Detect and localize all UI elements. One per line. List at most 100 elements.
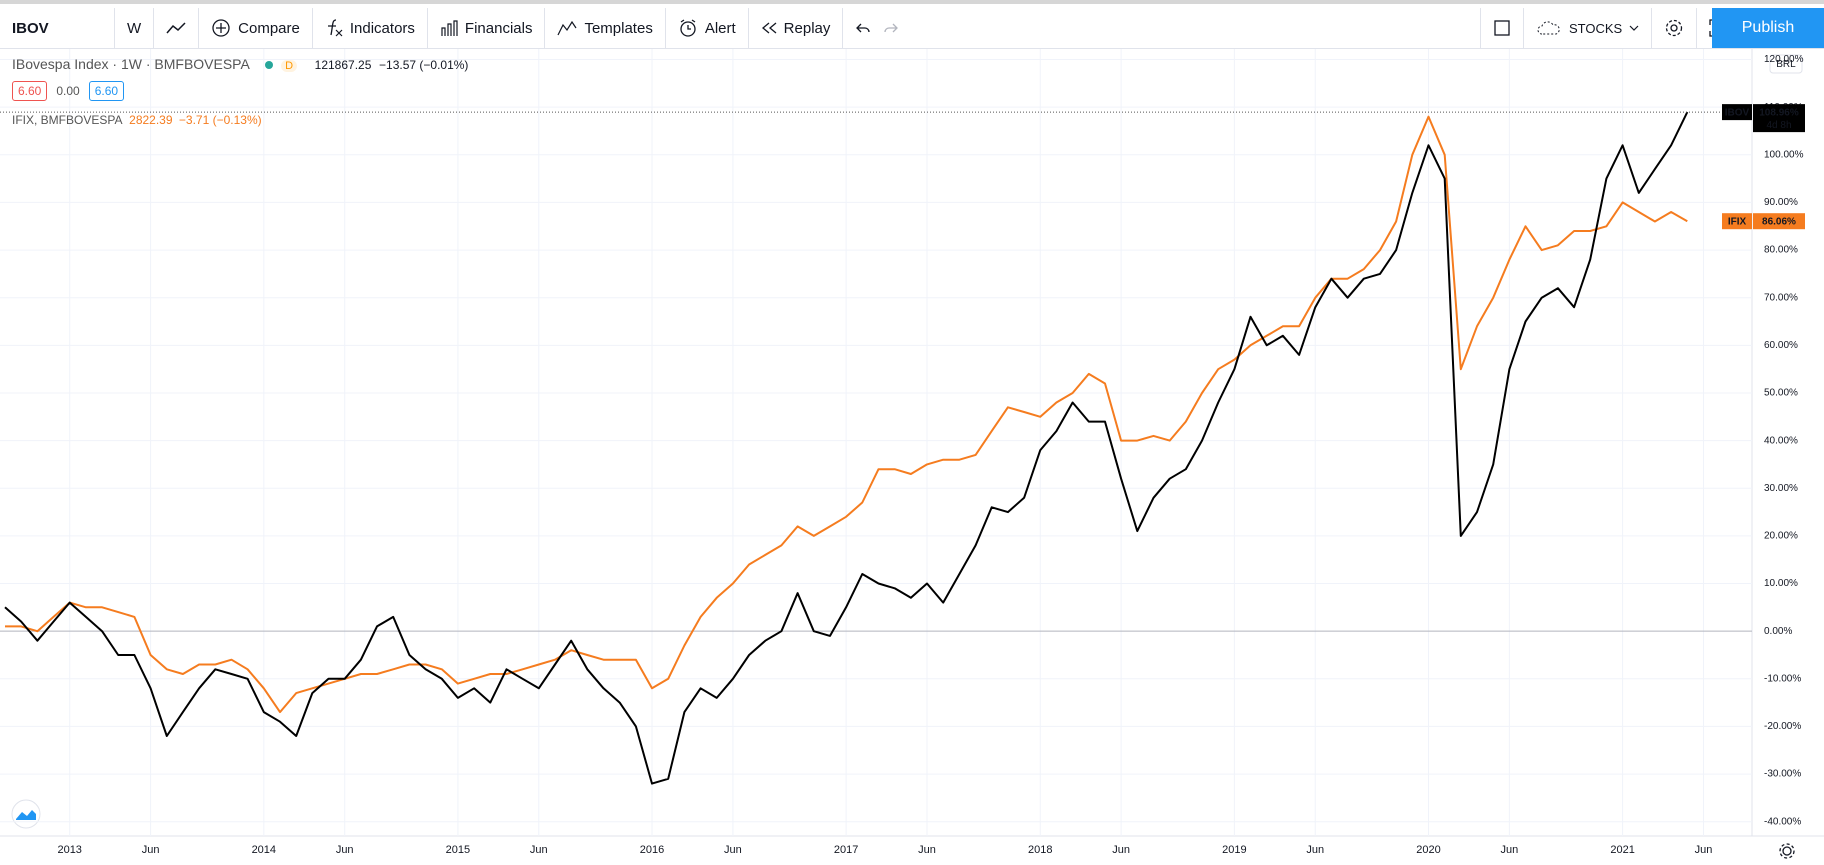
chart: BRL 2013 Jun 2014 Jun 2015 Jun 2016 Jun 2017 Jun 2… <box>0 49 1824 859</box>
series-name-tag-label: IBOV <box>1725 107 1750 118</box>
y-tick-label: 90.00% <box>1764 197 1798 208</box>
alarm-icon <box>680 19 696 37</box>
x-tick-label: 2019 <box>1222 844 1246 856</box>
series-name-tag-label: IFIX <box>1728 216 1747 227</box>
price-tag-label: 86.06% <box>1762 216 1796 227</box>
x-tick-label: Jun <box>336 844 354 856</box>
undo-redo-icon <box>856 23 899 33</box>
indicators-button[interactable]: Indicators <box>313 8 428 48</box>
y-tick-label: -40.00% <box>1764 816 1801 827</box>
sell-button[interactable]: 6.60 <box>12 81 48 101</box>
y-tick-label: 50.00% <box>1764 388 1798 399</box>
symbol-search[interactable]: IBOV <box>0 8 115 48</box>
replay-button[interactable]: Replay <box>749 8 844 48</box>
compare-series-name: IFIX, BMFBOVESPA <box>12 113 122 127</box>
cloud-icon <box>1537 21 1560 35</box>
compare-button[interactable]: Compare <box>199 8 313 48</box>
x-tick-label: Jun <box>918 844 936 856</box>
logo-mark <box>16 810 36 820</box>
x-tick-label: 2013 <box>57 844 81 856</box>
y-tick-label: 40.00% <box>1764 435 1798 446</box>
x-tick-label: 2015 <box>446 844 470 856</box>
chevron-icon <box>1629 25 1639 31</box>
replay-label: Replay <box>783 19 831 37</box>
series-name-tag <box>1722 213 1752 230</box>
x-tick-label: 2014 <box>252 844 276 856</box>
x-tick-label: Jun <box>142 844 160 856</box>
main-legend: IBovespa Index · 1W · BMFBOVESPA D 12186… <box>12 56 468 72</box>
gear-icon[interactable] <box>1779 843 1795 859</box>
delay-flag: D <box>281 60 298 72</box>
x-tick-label: 2020 <box>1416 844 1440 856</box>
layout-label: STOCKS <box>1569 20 1623 36</box>
x-tick-label: 2018 <box>1028 844 1052 856</box>
layout-button[interactable]: STOCKS <box>1524 8 1653 48</box>
y-tick-label: 20.00% <box>1764 531 1798 542</box>
y-tick-label: 120.00% <box>1764 54 1804 65</box>
series-line <box>4 111 1689 785</box>
y-tick-label: -30.00% <box>1764 769 1801 780</box>
compare-label: Compare <box>238 19 300 37</box>
templates-icon <box>557 20 577 36</box>
plus-icon <box>212 19 230 37</box>
financials-button[interactable]: Financials <box>428 8 546 48</box>
countdown-label: 4d 8h <box>1766 120 1791 131</box>
interval-button[interactable]: W <box>115 8 155 48</box>
alert-label: Alert <box>704 19 736 37</box>
y-tick-label: 60.00% <box>1764 340 1798 351</box>
y-tick-label: 0.00% <box>1764 626 1792 637</box>
price-tag-label: 108.96% <box>1759 107 1799 118</box>
publish-button[interactable]: Publish <box>1712 8 1824 48</box>
currency-label: BRL <box>1776 59 1796 70</box>
price-tag <box>1753 213 1805 230</box>
undo-button[interactable] <box>843 8 911 48</box>
square-icon <box>1494 20 1510 36</box>
currency-button[interactable] <box>1769 54 1803 74</box>
compare-legend: IFIX, BMFBOVESPA 2822.39 −3.71 (−0.13%) <box>12 113 262 127</box>
x-tick-label: Jun <box>530 844 548 856</box>
y-tick-label: 70.00% <box>1764 292 1798 303</box>
x-tick-label: 2016 <box>640 844 664 856</box>
x-tick-label: Jun <box>1695 844 1713 856</box>
price-tag <box>1753 104 1805 133</box>
x-tick-label: 2017 <box>834 844 858 856</box>
rewind-icon <box>761 22 777 34</box>
series-line <box>5 115 1688 714</box>
grid <box>0 49 1752 836</box>
toolbar: IBOV W Compare Indicators Financials Tem… <box>0 8 1824 49</box>
main-price: 121867.25 <box>314 58 372 72</box>
financials-label: Financials <box>464 19 533 37</box>
fullscreen-area-button[interactable] <box>1480 8 1524 48</box>
alert-button[interactable]: Alert <box>666 8 749 48</box>
spread: 0.00 <box>56 84 80 98</box>
y-tick-label: 30.00% <box>1764 483 1798 494</box>
compare-change: −3.71 (−0.13%) <box>178 113 262 127</box>
y-tick-label: -20.00% <box>1764 721 1801 732</box>
x-tick-label: 2021 <box>1610 844 1634 856</box>
logo[interactable] <box>11 799 41 829</box>
line-icon <box>166 22 186 34</box>
y-tick-label: -10.00% <box>1764 673 1801 684</box>
main-series-name: IBovespa Index · 1W · BMFBOVESPA <box>12 56 250 72</box>
compare-price: 2822.39 <box>129 113 173 127</box>
y-tick-label: 10.00% <box>1764 578 1798 589</box>
fx-icon <box>327 19 343 37</box>
x-tick-label: Jun <box>1112 844 1130 856</box>
x-tick-label: Jun <box>724 844 742 856</box>
buy-button[interactable]: 6.60 <box>88 81 125 101</box>
x-tick-label: Jun <box>1306 844 1324 856</box>
chart-style-button[interactable] <box>154 8 200 48</box>
templates-label: Templates <box>584 19 653 37</box>
y-tick-label: 100.00% <box>1764 149 1804 160</box>
market-status-dot <box>265 61 274 69</box>
settings-button[interactable] <box>1652 8 1698 48</box>
y-tick-label: 80.00% <box>1764 245 1798 256</box>
bars-icon <box>441 20 458 36</box>
trade-buttons: 6.60 0.00 6.60 <box>12 81 125 101</box>
gear-icon <box>1666 19 1683 37</box>
templates-button[interactable]: Templates <box>545 8 666 48</box>
indicators-label: Indicators <box>349 19 415 37</box>
x-tick-label: Jun <box>1500 844 1518 856</box>
